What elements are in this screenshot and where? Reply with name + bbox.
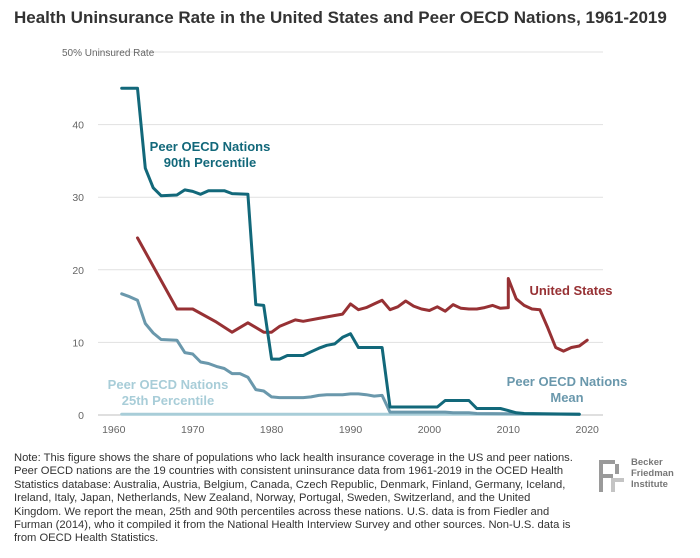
series-line xyxy=(136,236,589,353)
x-tick-label: 1980 xyxy=(260,424,284,436)
x-tick-label: 2010 xyxy=(497,424,521,436)
chart-note: Note: This figure shows the share of pop… xyxy=(14,452,573,545)
x-tick-label: 1960 xyxy=(102,424,126,436)
y-axis-ticks: 0 10 20 30 40 50% Uninsured Rate xyxy=(62,48,155,422)
x-tick-label: 2000 xyxy=(418,424,442,436)
series-line xyxy=(120,292,581,416)
series-lines xyxy=(120,86,589,416)
x-tick-label: 2020 xyxy=(576,424,600,436)
series-label: United States xyxy=(529,283,612,298)
y-tick-label: 10 xyxy=(72,337,84,349)
logo-line: Institute xyxy=(631,479,668,490)
series-label: Peer OECD Nations xyxy=(507,374,628,389)
logo-line: Friedman xyxy=(631,468,674,479)
y-tick-label: 30 xyxy=(72,192,84,204)
series-label: Mean xyxy=(550,390,583,405)
chart-title: Health Uninsurance Rate in the United St… xyxy=(14,8,667,27)
series-line xyxy=(120,86,581,416)
x-tick-label: 1990 xyxy=(339,424,363,436)
series-label: 25th Percentile xyxy=(122,393,215,408)
y-tick-label: 0 xyxy=(78,410,84,422)
y-tick-label: 20 xyxy=(72,265,84,277)
x-tick-label: 1970 xyxy=(181,424,205,436)
series-label: 90th Percentile xyxy=(164,155,257,170)
series-label: Peer OECD Nations xyxy=(150,139,271,154)
logo-line: Becker xyxy=(631,457,663,468)
y-tick-label: 40 xyxy=(72,120,84,132)
uninsurance-line-chart: 0 10 20 30 40 50% Uninsured Rate 1960 1970 1980… xyxy=(62,48,628,436)
y-axis-top-label: 50% Uninsured Rate xyxy=(62,48,155,59)
bfi-logo-mark-icon xyxy=(599,460,624,492)
bfi-logo: Becker Friedman Institute xyxy=(597,456,692,506)
x-axis-ticks: 1960 1970 1980 1990 2000 2010 2020 xyxy=(102,424,599,436)
series-label: Peer OECD Nations xyxy=(108,377,229,392)
gridlines xyxy=(98,51,603,416)
